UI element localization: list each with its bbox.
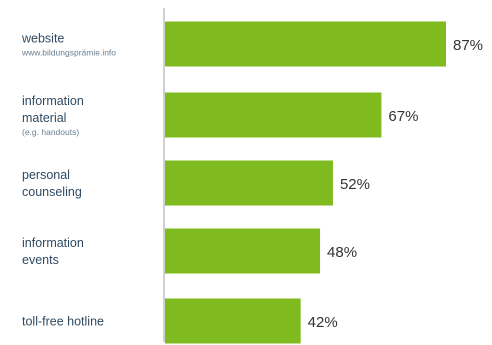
- value-label: 52%: [340, 176, 370, 193]
- category-label: material: [22, 111, 66, 125]
- value-label: 48%: [327, 244, 357, 261]
- category-label: toll-free hotline: [22, 315, 104, 329]
- bar: [165, 160, 333, 206]
- category-label: information: [22, 94, 84, 108]
- bar: [165, 298, 301, 344]
- value-label: 87%: [453, 37, 483, 54]
- category-label: events: [22, 253, 59, 267]
- category-sublabel: www.bildungsprämie.info: [21, 48, 116, 58]
- category-labels: website www.bildungsprämie.info informatio…: [21, 32, 116, 329]
- category-label: information: [22, 236, 84, 250]
- bar: [165, 21, 447, 67]
- category-sublabel: (e.g. handouts): [22, 127, 79, 137]
- category-label: counseling: [22, 185, 82, 199]
- bar: [165, 228, 321, 274]
- bar: [165, 92, 382, 138]
- value-labels: 87% 67% 52% 48% 42%: [308, 37, 483, 331]
- value-label: 42%: [308, 314, 338, 331]
- value-label: 67%: [388, 108, 418, 125]
- bars: [165, 21, 447, 344]
- category-label: website: [21, 32, 64, 46]
- category-label: personal: [22, 168, 70, 182]
